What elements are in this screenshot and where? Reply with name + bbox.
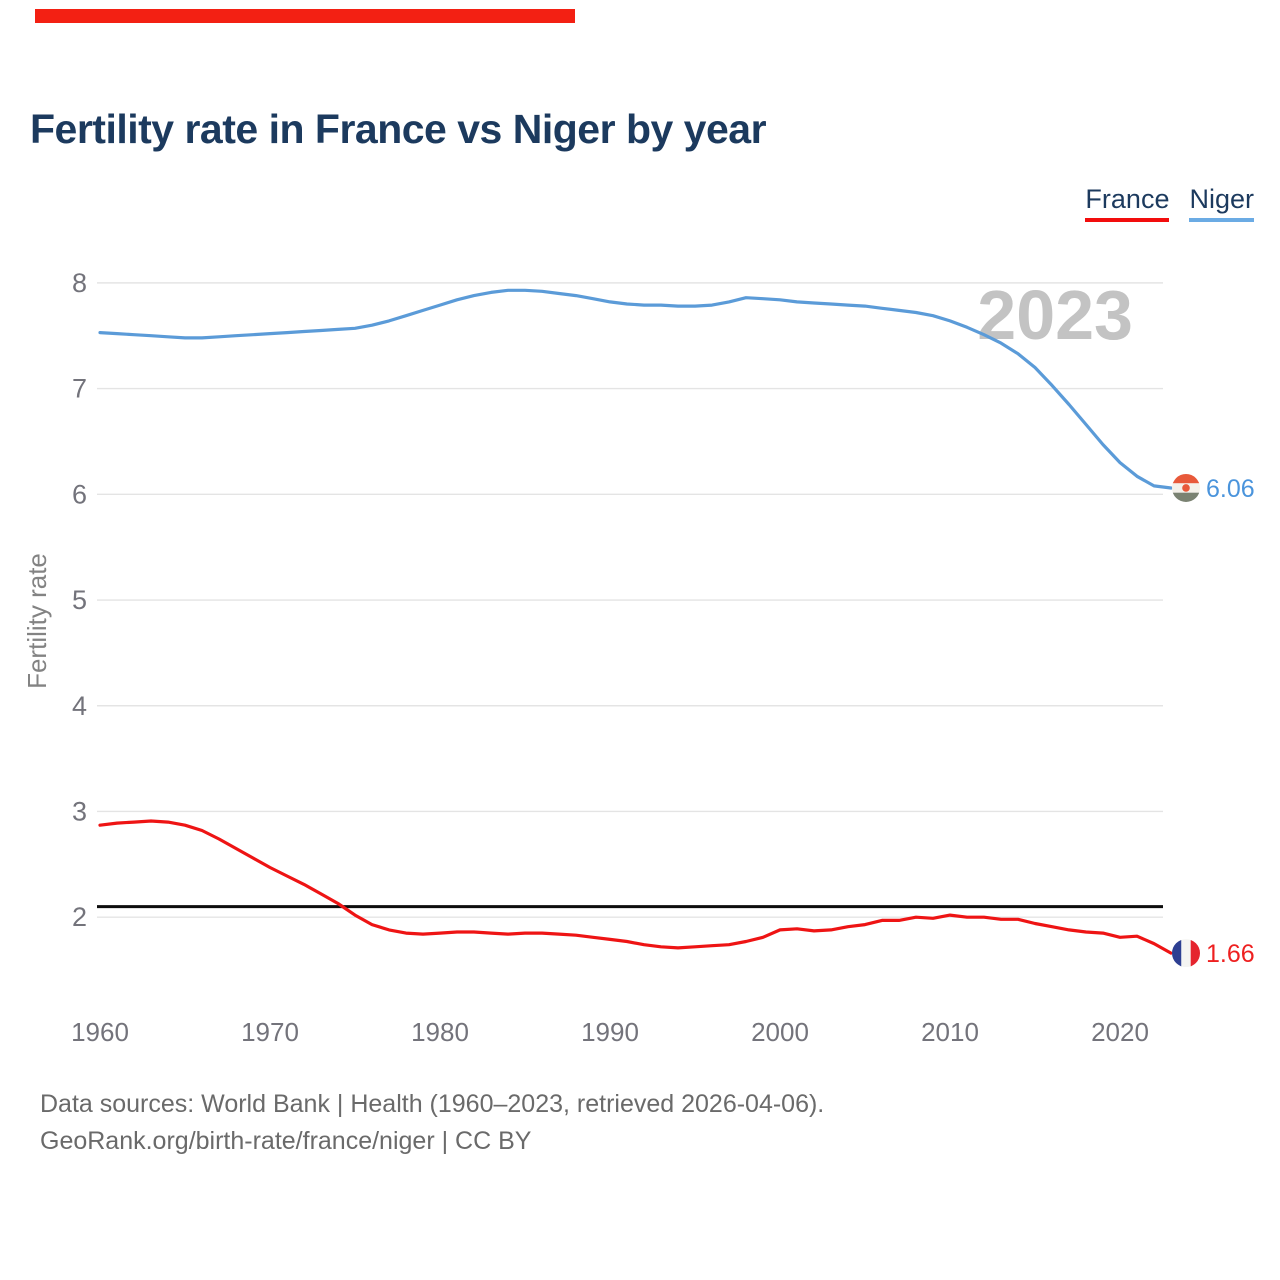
legend-item-niger[interactable]: Niger [1189,184,1254,222]
x-tick-label: 2020 [1091,1017,1149,1047]
top-accent-bar [35,9,575,23]
legend-underline-france [1085,218,1170,222]
legend-label-niger: Niger [1189,184,1254,214]
france-flag-icon [1172,939,1200,968]
y-tick-label: 4 [72,691,87,721]
y-axis-title: Fertility rate [22,553,52,689]
x-tick-label: 1990 [581,1017,639,1047]
niger-end-value: 6.06 [1206,475,1255,503]
legend-label-france: France [1085,184,1170,214]
france-end-value: 1.66 [1206,940,1255,968]
y-tick-label: 5 [72,585,87,615]
y-tick-label: 8 [72,268,87,298]
x-tick-label: 1960 [71,1017,129,1047]
watermark-year: 2023 [977,276,1133,354]
x-tick-label: 2000 [751,1017,809,1047]
y-tick-label: 6 [72,479,87,509]
legend-underline-niger [1189,218,1254,222]
footer-attribution-line: GeoRank.org/birth-rate/france/niger | CC… [40,1127,532,1155]
y-tick-label: 7 [72,374,87,404]
legend-item-france[interactable]: France [1085,184,1170,222]
niger-line [98,288,1173,490]
y-tick-label: 3 [72,796,87,826]
niger-flag-icon [1172,473,1200,502]
footer-sources-line: Data sources: World Bank | Health (1960–… [40,1090,825,1118]
x-tick-label: 2010 [921,1017,979,1047]
chart-title: Fertility rate in France vs Niger by yea… [30,106,767,152]
france-line [98,819,1173,955]
legend: France Niger [1085,184,1254,222]
y-tick-label: 2 [72,902,87,932]
x-tick-label: 1970 [241,1017,299,1047]
footer: Data sources: World Bank | Health (1960–… [40,1086,824,1160]
x-tick-label: 1980 [411,1017,469,1047]
